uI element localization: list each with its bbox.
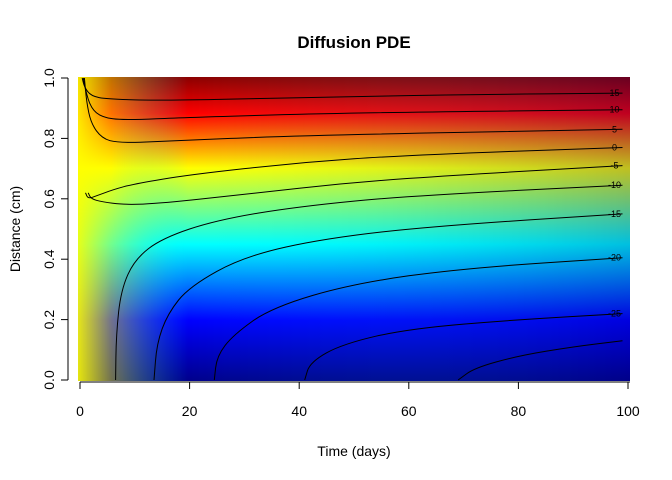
- contour-line: [85, 147, 623, 199]
- y-tick-label: 0.6: [41, 189, 57, 209]
- x-tick-label: 80: [511, 403, 527, 419]
- x-tick-label: 100: [616, 403, 640, 419]
- y-tick-label: 0.4: [41, 249, 57, 269]
- y-tick-label: 0.8: [41, 128, 57, 148]
- y-tick-label: 1.0: [41, 68, 57, 88]
- contour-line: [87, 165, 623, 205]
- x-ticks: 0 20 40 60 80 100: [76, 382, 640, 419]
- contour-label: -15: [608, 209, 621, 219]
- contour-line: [83, 77, 623, 143]
- contour-label: 15: [610, 88, 620, 98]
- contour-label: 5: [612, 124, 617, 134]
- contour-line: [153, 213, 623, 381]
- contour-label: -25: [608, 309, 621, 319]
- x-tick-label: 20: [182, 403, 198, 419]
- plot-area: 15 10 5 0 -5 -10 -15 -20 -25: [78, 77, 630, 381]
- x-axis: 0 20 40 60 80 100 Time (days): [76, 381, 640, 459]
- x-axis-label: Time (days): [317, 443, 390, 459]
- x-tick-label: 40: [291, 403, 307, 419]
- contour-line: [81, 77, 623, 101]
- x-tick-label: 60: [401, 403, 417, 419]
- y-tick-label: 0.0: [41, 370, 57, 390]
- contour-line: [457, 340, 623, 381]
- chart-title: Diffusion PDE: [297, 33, 410, 52]
- y-tick-label: 0.2: [41, 310, 57, 330]
- contour-line: [304, 313, 623, 381]
- contour-labels: 15 10 5 0 -5 -10 -15 -20 -25: [608, 88, 621, 318]
- contour-label: -20: [608, 253, 621, 263]
- field-time-shading: [78, 77, 630, 381]
- contour-lines: [81, 77, 623, 381]
- y-ticks: 0.0 0.2 0.4 0.6 0.8 1.0: [41, 68, 68, 390]
- contour-line: [82, 77, 623, 121]
- contour-line: [213, 257, 623, 381]
- x-tick-label: 0: [76, 403, 84, 419]
- contour-label: 10: [610, 105, 620, 115]
- contour-label: 0: [612, 142, 617, 152]
- contour-line: [115, 184, 623, 381]
- contour-label: -5: [611, 161, 619, 171]
- contour-label: -10: [608, 180, 621, 190]
- y-axis: 0.0 0.2 0.4 0.6 0.8 1.0 Distance (cm): [7, 68, 69, 390]
- y-axis-label: Distance (cm): [7, 186, 23, 272]
